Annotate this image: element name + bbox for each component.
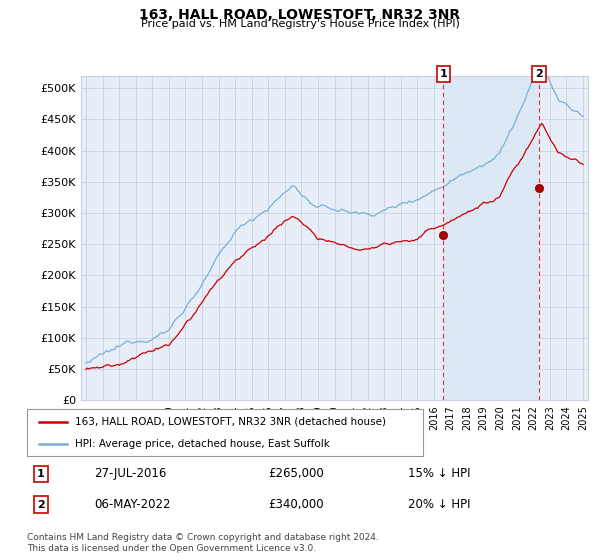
- Bar: [443, 76, 539, 400]
- Text: Price paid vs. HM Land Registry's House Price Index (HPI): Price paid vs. HM Land Registry's House …: [140, 19, 460, 29]
- Text: 1: 1: [439, 69, 447, 79]
- Text: 20% ↓ HPI: 20% ↓ HPI: [409, 498, 471, 511]
- Text: 27-JUL-2016: 27-JUL-2016: [94, 467, 167, 480]
- Text: 163, HALL ROAD, LOWESTOFT, NR32 3NR (detached house): 163, HALL ROAD, LOWESTOFT, NR32 3NR (det…: [74, 417, 386, 427]
- Text: 06-MAY-2022: 06-MAY-2022: [94, 498, 171, 511]
- Text: 2: 2: [535, 69, 543, 79]
- Text: £265,000: £265,000: [268, 467, 324, 480]
- Text: £340,000: £340,000: [268, 498, 324, 511]
- Text: Contains HM Land Registry data © Crown copyright and database right 2024.
This d: Contains HM Land Registry data © Crown c…: [27, 533, 379, 553]
- Text: 163, HALL ROAD, LOWESTOFT, NR32 3NR: 163, HALL ROAD, LOWESTOFT, NR32 3NR: [139, 8, 461, 22]
- Text: HPI: Average price, detached house, East Suffolk: HPI: Average price, detached house, East…: [74, 438, 329, 449]
- Text: 15% ↓ HPI: 15% ↓ HPI: [409, 467, 471, 480]
- Text: 2: 2: [37, 500, 45, 510]
- Text: 1: 1: [37, 469, 45, 479]
